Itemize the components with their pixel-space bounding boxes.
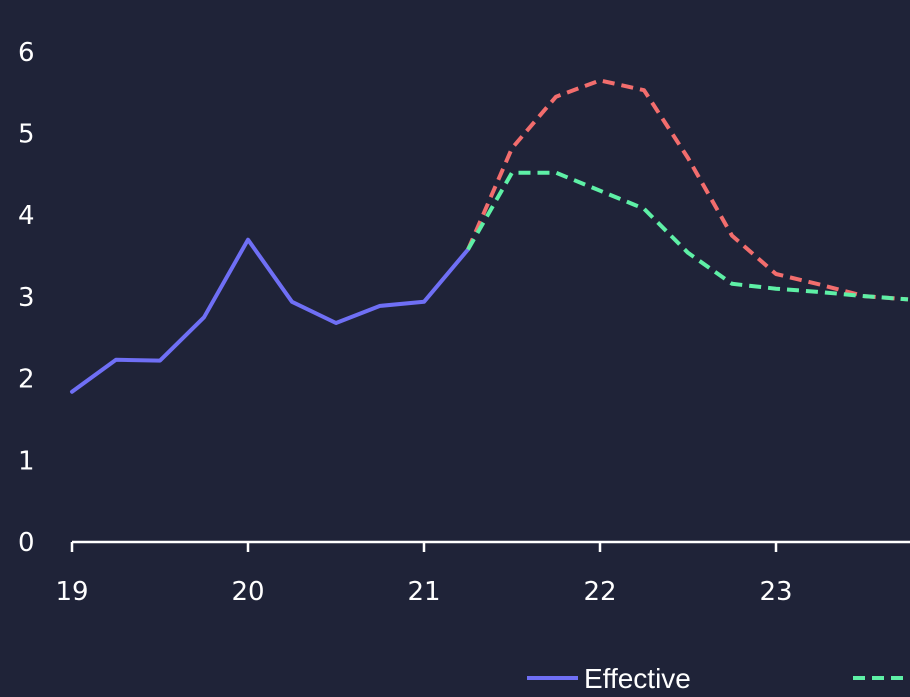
- series-line-2: [466, 170, 909, 302]
- y-tick-label: 1: [18, 446, 35, 476]
- legend: Effective: [527, 663, 910, 694]
- y-tick-label: 4: [18, 201, 35, 231]
- x-tick-label: 22: [583, 577, 616, 607]
- series-lines: [70, 78, 909, 394]
- y-tick-label: 0: [18, 528, 35, 558]
- y-tick-label: 2: [18, 365, 35, 395]
- y-axis: 0 1 2 3 4 5 6: [18, 38, 35, 558]
- legend-label: Effective: [584, 663, 691, 694]
- series-line-0: [70, 237, 470, 394]
- x-tick-label: 20: [231, 577, 264, 607]
- x-tick-label: 23: [759, 577, 792, 607]
- y-tick-label: 5: [18, 120, 35, 150]
- x-tick-label: 21: [407, 577, 440, 607]
- x-axis: 19 20 21 22 23: [55, 540, 910, 607]
- x-tick-label: 19: [55, 577, 88, 607]
- series-line-1: [466, 78, 909, 302]
- y-tick-label: 6: [18, 38, 35, 68]
- y-tick-label: 3: [18, 283, 35, 313]
